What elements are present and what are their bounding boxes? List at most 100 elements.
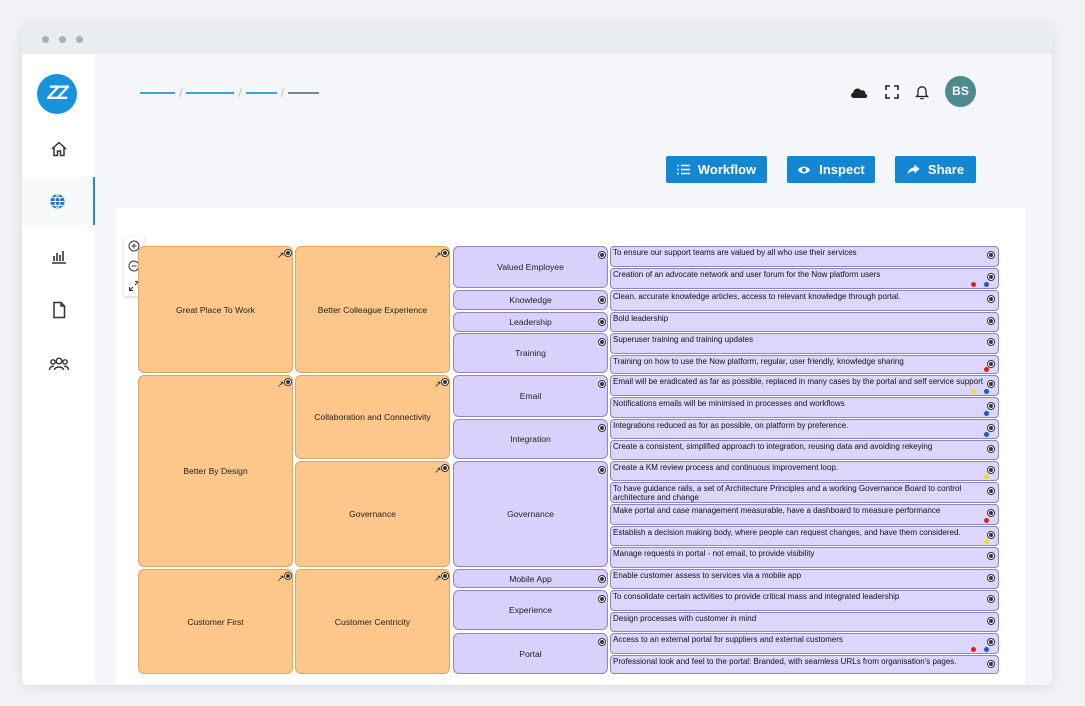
node-settings-icon[interactable] [284, 378, 292, 386]
target-node[interactable]: Training on how to use the Now platform,… [610, 355, 999, 374]
node-settings-icon[interactable] [598, 318, 606, 326]
node-settings-icon[interactable] [987, 466, 995, 474]
sidebar-item-home[interactable] [22, 125, 95, 173]
node-settings-icon[interactable] [987, 617, 995, 625]
target-node[interactable]: Make portal and case management measurab… [610, 504, 999, 525]
cloud-icon[interactable] [849, 85, 869, 99]
target-node[interactable]: Professional look and feel to the portal… [610, 655, 999, 674]
target-node[interactable]: Clean, accurate knowledge articles, acce… [610, 290, 999, 311]
sidebar-item-globe[interactable] [22, 177, 95, 225]
target-node[interactable]: Enable customer assess to services via a… [610, 569, 999, 589]
goal-node[interactable]: Customer First ↗ [138, 569, 293, 674]
objective-node[interactable]: Knowledge [453, 290, 608, 310]
target-node[interactable]: Email will be eradicated as far as possi… [610, 375, 999, 396]
bell-icon[interactable] [915, 84, 929, 100]
node-settings-icon[interactable] [598, 638, 606, 646]
objective-node[interactable]: Integration [453, 419, 608, 459]
target-node[interactable]: Establish a decision making body, where … [610, 526, 999, 546]
goal-node[interactable]: Great Place To Work ↗ [138, 246, 293, 373]
inspect-button[interactable]: Inspect [787, 156, 875, 183]
sidebar-item-reports[interactable] [22, 232, 95, 280]
node-settings-icon[interactable] [987, 424, 995, 432]
target-node[interactable]: Design processes with customer in mind [610, 612, 999, 632]
node-settings-icon[interactable] [987, 552, 995, 560]
node-settings-icon[interactable] [987, 595, 995, 603]
share-button[interactable]: Share [895, 156, 976, 183]
objective-node[interactable]: Leadership [453, 312, 608, 332]
goal-node[interactable]: Better By Design ↗ [138, 375, 293, 567]
strategy-map-canvas[interactable]: Great Place To Work ↗ Better By Design ↗ Cus… [116, 208, 1025, 685]
node-settings-icon[interactable] [987, 273, 995, 281]
workflow-button[interactable]: Workflow [666, 156, 767, 183]
link-pin-icon[interactable]: ↗ [434, 379, 442, 389]
target-node[interactable]: Access to an external portal for supplie… [610, 633, 999, 654]
target-node[interactable]: To ensure our support teams are valued b… [610, 246, 999, 267]
node-settings-icon[interactable] [987, 445, 995, 453]
objective-node[interactable]: Portal [453, 633, 608, 674]
target-node[interactable]: Create a KM review process and continuou… [610, 461, 999, 481]
objective-node[interactable]: Experience [453, 590, 608, 630]
objective-node[interactable]: Mobile App [453, 569, 608, 588]
node-settings-icon[interactable] [598, 466, 606, 474]
breadcrumb-item[interactable] [140, 92, 175, 94]
node-settings-icon[interactable] [987, 380, 995, 388]
target-node[interactable]: Bold leadership [610, 312, 999, 332]
link-pin-icon[interactable]: ↗ [277, 250, 285, 260]
target-node[interactable]: Creation of an advocate network and user… [610, 268, 999, 289]
node-settings-icon[interactable] [987, 509, 995, 517]
node-settings-icon[interactable] [441, 464, 449, 472]
node-settings-icon[interactable] [987, 487, 995, 495]
node-settings-icon[interactable] [987, 638, 995, 646]
node-settings-icon[interactable] [987, 360, 995, 368]
node-settings-icon[interactable] [284, 249, 292, 257]
target-node[interactable]: To have guidance rails, a set of Archite… [610, 482, 999, 503]
node-settings-icon[interactable] [987, 295, 995, 303]
breadcrumb-item[interactable] [245, 92, 277, 94]
target-node[interactable]: Manage requests in portal - not email, t… [610, 547, 999, 568]
node-settings-icon[interactable] [987, 660, 995, 668]
node-settings-icon[interactable] [598, 595, 606, 603]
node-settings-icon[interactable] [598, 424, 606, 432]
node-settings-icon[interactable] [987, 574, 995, 582]
link-pin-icon[interactable]: ↗ [434, 250, 442, 260]
node-settings-icon[interactable] [598, 251, 606, 259]
strategy-node[interactable]: Customer Centricity ↗ [295, 569, 450, 674]
node-settings-icon[interactable] [598, 296, 606, 304]
target-node[interactable]: To consolidate certain activities to pro… [610, 590, 999, 611]
strategy-node[interactable]: Better Colleague Experience ↗ [295, 246, 450, 373]
user-avatar[interactable]: BS [945, 76, 976, 107]
target-node[interactable]: Notifications emails will be minimised i… [610, 397, 999, 418]
objective-node[interactable]: Email [453, 375, 608, 417]
objective-label: Integration [510, 434, 551, 444]
objective-node[interactable]: Valued Employee [453, 246, 608, 288]
node-settings-icon[interactable] [441, 249, 449, 257]
node-settings-icon[interactable] [441, 378, 449, 386]
breadcrumb-item[interactable] [186, 92, 235, 94]
objective-node[interactable]: Governance [453, 461, 608, 567]
fullscreen-icon[interactable] [885, 84, 899, 99]
node-settings-icon[interactable] [441, 572, 449, 580]
link-pin-icon[interactable]: ↗ [277, 379, 285, 389]
node-settings-icon[interactable] [598, 575, 606, 583]
node-settings-icon[interactable] [598, 380, 606, 388]
sidebar-item-documents[interactable] [22, 286, 95, 334]
share-icon [907, 164, 920, 175]
node-settings-icon[interactable] [987, 317, 995, 325]
link-pin-icon[interactable]: ↗ [277, 573, 285, 583]
node-settings-icon[interactable] [987, 251, 995, 259]
strategy-node[interactable]: Governance ↗ [295, 461, 450, 567]
target-node[interactable]: Integrations reduced as for as possible,… [610, 419, 999, 439]
node-settings-icon[interactable] [987, 531, 995, 539]
node-settings-icon[interactable] [987, 402, 995, 410]
sidebar-item-users[interactable] [22, 340, 95, 388]
node-settings-icon[interactable] [284, 572, 292, 580]
link-pin-icon[interactable]: ↗ [434, 465, 442, 475]
zoom-in-icon[interactable] [127, 239, 141, 253]
objective-node[interactable]: Training [453, 333, 608, 373]
node-settings-icon[interactable] [987, 338, 995, 346]
target-node[interactable]: Create a consistent, simplified approach… [610, 440, 999, 460]
target-node[interactable]: Superuser training and training updates [610, 333, 999, 354]
node-settings-icon[interactable] [598, 338, 606, 346]
link-pin-icon[interactable]: ↗ [434, 573, 442, 583]
strategy-node[interactable]: Collaboration and Connectivity ↗ [295, 375, 450, 459]
